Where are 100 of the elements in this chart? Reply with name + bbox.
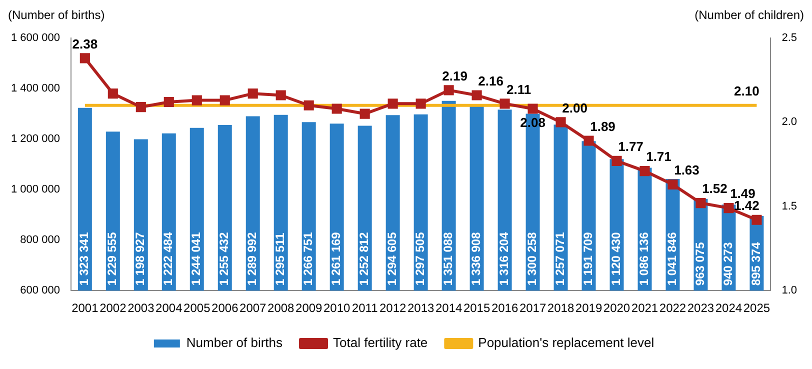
data-label: 1 244 041 [189,232,204,286]
data-label: 1 086 136 [637,232,652,286]
point [500,98,510,109]
x-tick-label: 2010 [324,301,351,316]
x-tick-label: 2021 [631,301,658,316]
x-tick-label: 2017 [519,301,546,316]
y2-tick-label: 1.5 [782,200,798,212]
x-tick-label: 2005 [184,301,211,316]
data-label: 1.89 [590,118,616,134]
point [80,53,90,64]
data-label: 1 316 204 [497,232,512,286]
data-label: 2.10 [734,83,760,98]
x-tick-label: 2003 [128,301,155,316]
x-tick-label: 2014 [435,301,462,316]
x-tick-label: 2020 [603,301,630,316]
point [192,95,202,106]
x-tick-label: 2022 [659,301,686,316]
point [668,179,678,190]
x-tick-label: 2023 [687,301,714,316]
y2-tick-label: 2.0 [782,116,798,128]
point [640,166,650,176]
data-label: 1.77 [618,139,644,154]
x-tick-label: 2025 [743,301,770,316]
y2-tick-label: 1.0 [782,284,798,297]
y-tick-label: 1 200 000 [11,133,60,146]
data-label: 2.16 [478,73,504,88]
x-tick-label: 2013 [407,301,434,316]
point [696,198,706,208]
data-label: 1 198 927 [133,232,148,286]
data-label: 1 289 992 [245,232,260,286]
point [388,98,398,109]
data-label: 2.19 [442,68,468,84]
point [612,156,622,166]
x-tick-label: 2007 [240,301,267,316]
data-label: 1 294 605 [385,232,400,286]
data-label: 1 261 169 [329,232,344,286]
point [136,102,146,112]
x-tick-label: 2009 [296,301,323,316]
point [444,85,454,96]
data-label: 2.38 [72,36,98,52]
data-label: 1 252 812 [357,232,372,286]
legend-label: Population's replacement level [478,335,654,350]
data-label: 1.63 [674,162,700,178]
y2-axis-title: (Number of children) [694,8,804,24]
point [108,88,118,99]
x-tick-label: 2015 [463,301,490,316]
y-tick-label: 800 000 [20,234,60,246]
point [752,214,762,225]
x-tick-label: 2004 [156,301,183,316]
data-label: 1 120 430 [609,232,624,286]
x-tick-label: 2011 [352,301,378,316]
data-label: 1 191 709 [581,232,596,286]
x-tick-label: 2012 [379,301,406,316]
data-label: 1 351 088 [441,232,456,286]
x-tick-label: 2001 [72,301,99,316]
x-tick-label: 2024 [715,301,742,316]
y-tick-label: 1 400 000 [11,82,60,95]
x-tick-label: 2008 [268,301,295,316]
data-label: 1 266 751 [301,232,316,286]
y-tick-label: 1 000 000 [11,184,60,196]
data-label: 1 229 555 [105,232,120,286]
point [556,117,566,128]
data-label: 2.11 [506,82,532,97]
y2-tick-label: 2.5 [782,32,798,44]
data-label: 1 297 505 [413,232,428,286]
point [584,136,594,146]
y-tick-label: 600 000 [20,284,60,297]
data-label: 1 222 484 [161,232,176,286]
data-label: 1 041 846 [665,232,680,286]
data-label: 963 075 [693,242,708,286]
point [416,98,426,109]
point [248,88,258,99]
x-tick-label: 2016 [491,301,518,316]
data-label: 1.71 [646,149,672,164]
point [360,108,370,119]
data-label: 1 300 258 [525,232,540,286]
point [332,104,342,114]
data-label: 1 336 908 [469,232,484,286]
x-tick-label: 2002 [100,301,127,316]
point [724,203,734,214]
point [164,96,174,108]
x-tick-label: 2006 [212,301,239,316]
data-label: 1 255 432 [217,232,232,286]
x-tick-label: 2018 [547,301,574,316]
legend-label: Total fertility rate [333,335,428,350]
legend-label: Number of births [186,335,284,350]
data-label: 1 257 071 [553,232,568,286]
data-label: 1 295 511 [273,232,288,286]
x-tick-label: 2019 [575,301,602,316]
point [220,95,230,106]
point [304,100,314,110]
data-label: 1 323 341 [77,232,92,286]
point [472,90,482,100]
point [276,90,286,100]
data-label: 940 273 [721,242,736,286]
data-label: 895 374 [749,242,764,286]
y-tick-label: 1 600 000 [11,32,60,44]
point [528,104,538,114]
data-label: 1.52 [702,181,728,196]
y-axis-title: (Number of births) [8,8,105,24]
